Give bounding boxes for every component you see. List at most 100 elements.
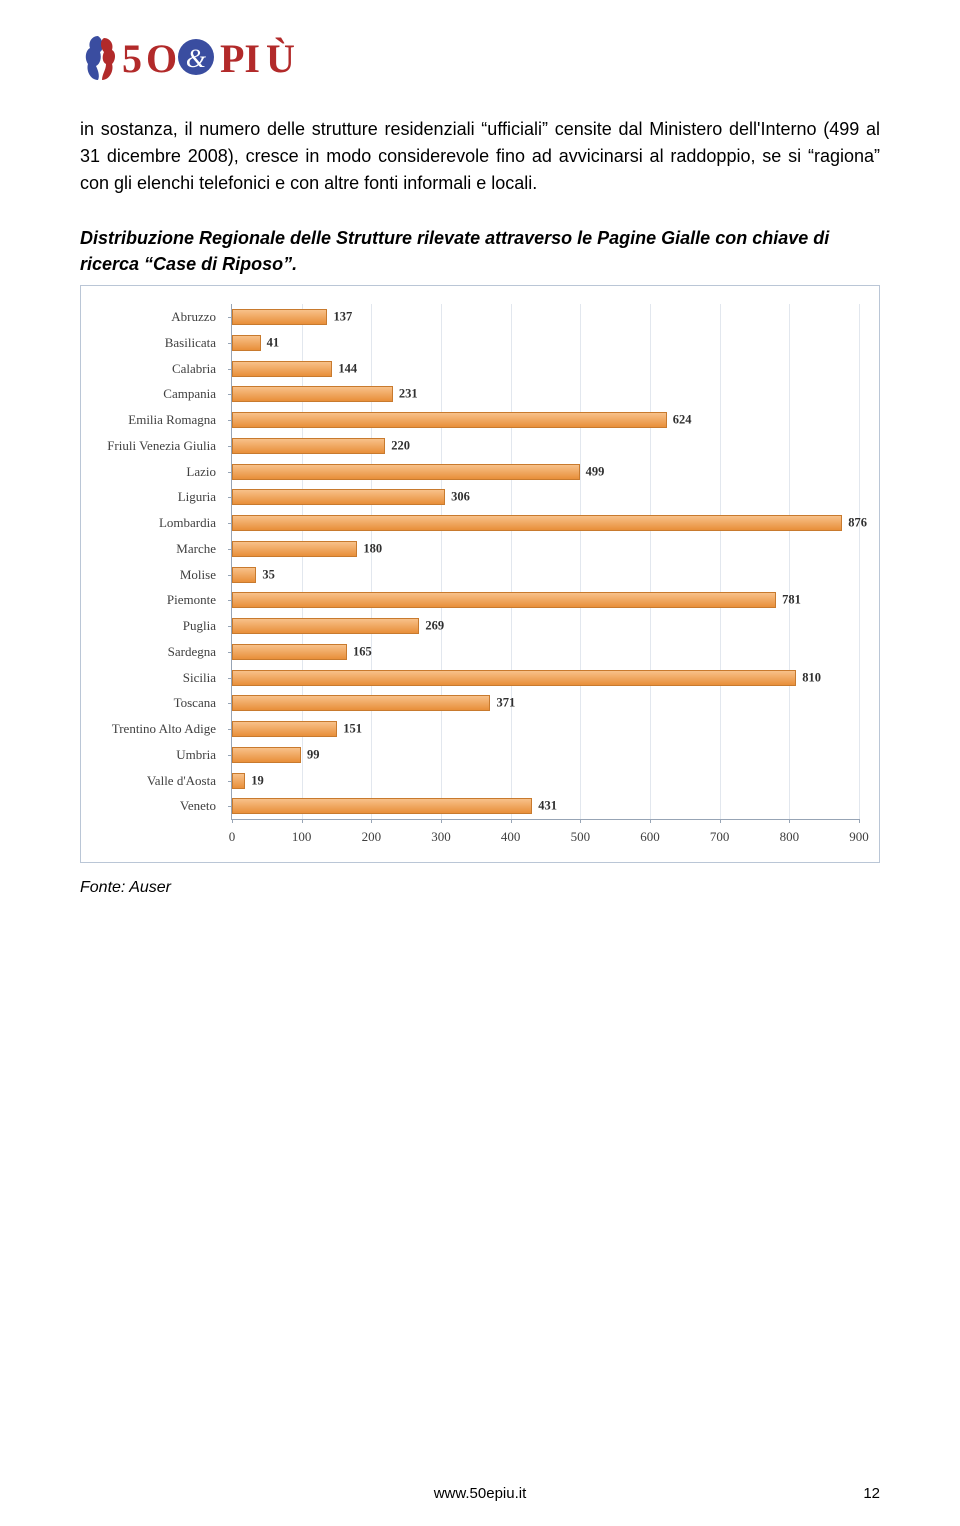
y-axis-label: Trentino Alto Adige [92,721,224,737]
chart-row: Sicilia810 [232,665,859,691]
y-axis-label: Puglia [92,618,224,634]
chart-row: Valle d'Aosta19 [232,768,859,794]
value-label: 180 [363,541,382,556]
chart-row: Puglia269 [232,613,859,639]
y-axis-label: Lombardia [92,515,224,531]
x-tick [441,819,442,823]
page-footer: www.50epiu.it 12 [80,1485,880,1502]
bar [232,541,357,557]
value-label: 41 [267,335,280,350]
chart-row: Calabria144 [232,356,859,382]
bar [232,438,385,454]
bar [232,592,776,608]
bar [232,515,842,531]
value-label: 151 [343,722,362,737]
bar [232,489,445,505]
y-axis-label: Valle d'Aosta [92,773,224,789]
bar [232,464,580,480]
x-tick [232,819,233,823]
svg-text:PI: PI [220,36,260,81]
plot-area: 0100200300400500600700800900Abruzzo137Ba… [231,304,859,820]
x-axis-label: 900 [849,829,869,845]
value-label: 220 [391,438,410,453]
y-axis-label: Basilicata [92,335,224,351]
x-tick [720,819,721,823]
chart-title: Distribuzione Regionale delle Strutture … [80,225,880,277]
x-tick [580,819,581,823]
source-label: Fonte: Auser [80,879,880,897]
y-axis-label: Calabria [92,361,224,377]
bar [232,670,796,686]
value-label: 231 [399,387,418,402]
x-tick [302,819,303,823]
bar [232,618,419,634]
svg-text:5: 5 [122,36,142,81]
chart-row: Umbria99 [232,742,859,768]
grid-line [859,304,860,819]
x-axis-label: 400 [501,829,521,845]
brand-logo: 5 O & PI Ù [80,30,880,86]
bar [232,309,327,325]
value-label: 876 [848,516,867,531]
x-axis-label: 500 [571,829,591,845]
x-tick [859,819,860,823]
chart-row: Friuli Venezia Giulia220 [232,433,859,459]
chart-row: Piemonte781 [232,587,859,613]
x-tick [789,819,790,823]
x-axis-label: 100 [292,829,312,845]
bar [232,644,347,660]
bar [232,773,245,789]
x-axis-label: 300 [431,829,451,845]
bar [232,412,667,428]
svg-text:&: & [186,44,207,73]
value-label: 810 [802,670,821,685]
chart-row: Trentino Alto Adige151 [232,716,859,742]
logo-svg: 5 O & PI Ù [80,30,310,86]
y-axis-label: Abruzzo [92,309,224,325]
bar [232,798,532,814]
value-label: 499 [586,464,605,479]
value-label: 431 [538,799,557,814]
x-tick [511,819,512,823]
value-label: 19 [251,773,264,788]
value-label: 371 [496,696,515,711]
y-axis-label: Emilia Romagna [92,412,224,428]
bar [232,386,393,402]
y-axis-label: Friuli Venezia Giulia [92,438,224,454]
y-axis-label: Molise [92,567,224,583]
y-axis-label: Lazio [92,464,224,480]
chart-row: Marche180 [232,536,859,562]
value-label: 781 [782,593,801,608]
svg-text:O: O [146,36,177,81]
bar-chart: 0100200300400500600700800900Abruzzo137Ba… [91,296,869,856]
chart-row: Emilia Romagna624 [232,407,859,433]
chart-row: Campania231 [232,381,859,407]
x-axis-label: 600 [640,829,660,845]
value-label: 35 [262,567,275,582]
y-axis-label: Sicilia [92,670,224,686]
bar [232,361,332,377]
bar [232,747,301,763]
chart-row: Abruzzo137 [232,304,859,330]
footer-page-number: 12 [840,1485,880,1502]
x-axis-label: 0 [229,829,236,845]
chart-row: Molise35 [232,562,859,588]
x-tick [371,819,372,823]
chart-row: Lombardia876 [232,510,859,536]
bar [232,567,256,583]
chart-container: 0100200300400500600700800900Abruzzo137Ba… [80,285,880,863]
value-label: 99 [307,747,320,762]
svg-text:Ù: Ù [266,36,295,81]
chart-row: Lazio499 [232,459,859,485]
x-axis-label: 200 [362,829,382,845]
chart-row: Toscana371 [232,690,859,716]
value-label: 165 [353,644,372,659]
chart-row: Sardegna165 [232,639,859,665]
x-tick [650,819,651,823]
y-axis-label: Campania [92,386,224,402]
y-axis-label: Umbria [92,747,224,763]
bar [232,335,261,351]
x-axis-label: 700 [710,829,730,845]
y-axis-label: Marche [92,541,224,557]
chart-row: Veneto431 [232,793,859,819]
